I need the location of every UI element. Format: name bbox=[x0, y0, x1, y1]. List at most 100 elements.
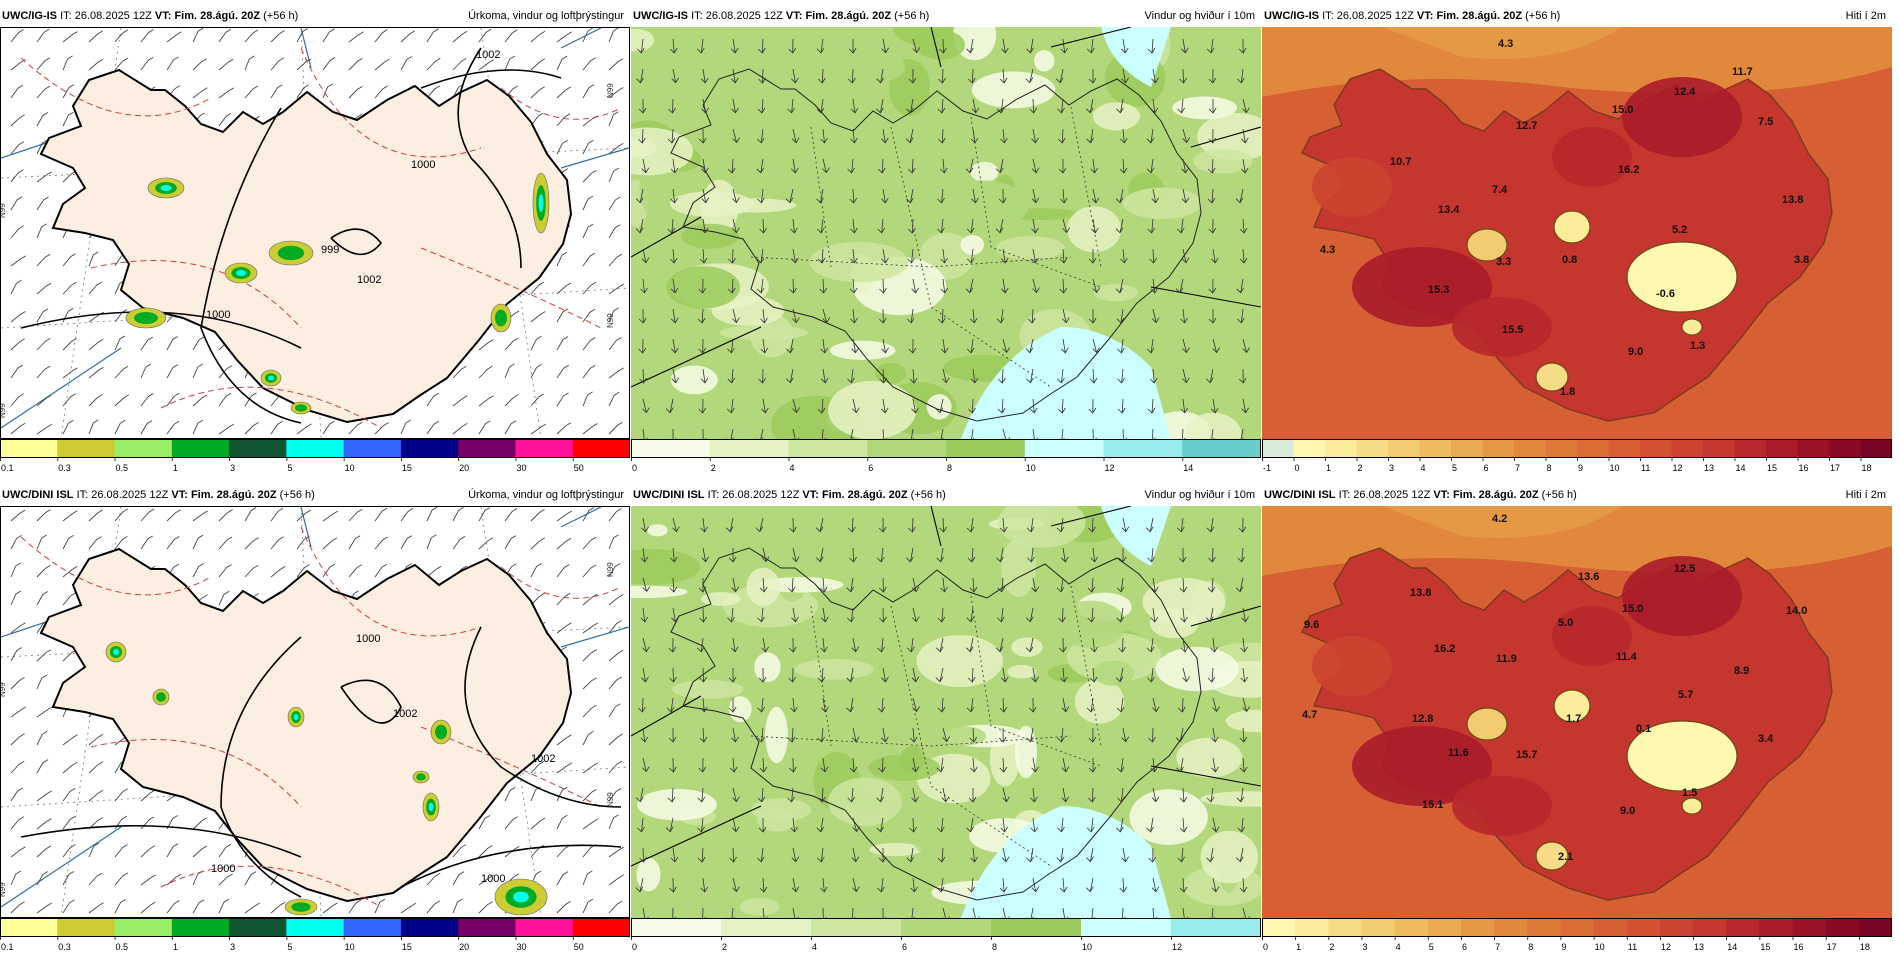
wind-barb bbox=[10, 422, 26, 435]
wind-barb bbox=[244, 29, 259, 43]
wind-speed-area bbox=[1055, 600, 1127, 649]
wind-barb bbox=[452, 365, 467, 379]
wind-arrow bbox=[757, 697, 765, 713]
wind-map[interactable] bbox=[631, 27, 1261, 439]
wind-speed-area bbox=[916, 635, 1003, 688]
wind-arrow bbox=[1208, 68, 1217, 84]
temperature-contour bbox=[500, 566, 622, 599]
wind-arrow bbox=[1119, 877, 1128, 893]
region-border bbox=[750, 256, 1072, 268]
wind-arrow bbox=[940, 248, 948, 264]
wind-arrow bbox=[967, 248, 975, 264]
colorbar-label: 3 bbox=[230, 942, 235, 952]
colorbar-swatch bbox=[1640, 439, 1672, 457]
wind-arrow bbox=[998, 188, 1007, 204]
wind-barb bbox=[140, 420, 153, 435]
wind-arrow bbox=[1146, 637, 1155, 653]
wind-barb bbox=[556, 762, 572, 774]
wind-arrow bbox=[879, 368, 887, 384]
wind-arrow bbox=[1212, 697, 1220, 713]
wind-arrow bbox=[757, 98, 766, 114]
wind-arrow bbox=[879, 428, 888, 439]
wind-barb bbox=[218, 590, 230, 606]
glacier bbox=[1466, 707, 1508, 741]
colorbar-swatch bbox=[1325, 439, 1357, 457]
wind-arrow bbox=[669, 248, 678, 264]
wind-speed-area bbox=[754, 652, 781, 682]
wind-arrow bbox=[939, 517, 947, 533]
wind-barb bbox=[582, 622, 599, 634]
wind-arrow bbox=[965, 158, 974, 174]
wind-arrow bbox=[822, 158, 830, 174]
wind-barb bbox=[88, 872, 103, 886]
field-name: Úrkoma, vindur og loftþrýstingur bbox=[468, 489, 624, 501]
wind-barb bbox=[62, 566, 78, 578]
wind-barb bbox=[608, 28, 619, 43]
wind-barb bbox=[608, 391, 620, 407]
wind-speed-area bbox=[960, 235, 985, 255]
wind-barb bbox=[192, 563, 204, 578]
precip-map[interactable]: 1002 1000 999 1000 1002 N99 N99 N99 N99 bbox=[0, 27, 630, 439]
wind-speed-area bbox=[828, 381, 917, 439]
wind-arrow bbox=[1001, 667, 1009, 683]
wind-arrow bbox=[938, 308, 946, 324]
wind-barb bbox=[582, 789, 597, 802]
wind-arrow bbox=[726, 428, 734, 439]
isobar-label: 1002 bbox=[531, 753, 555, 765]
wind-map[interactable] bbox=[631, 506, 1261, 918]
wind-arrow bbox=[906, 428, 915, 439]
colorbar-svg: 0.1 0.3 0.5 1 3 5 10 15 20 30 50 bbox=[0, 439, 630, 473]
wind-arrow bbox=[881, 38, 890, 54]
wind-arrow bbox=[1239, 727, 1248, 743]
wind-barb bbox=[530, 537, 546, 550]
colorbar-swatch bbox=[515, 918, 574, 936]
wind-arrow bbox=[935, 667, 944, 683]
wind-barb bbox=[582, 57, 596, 71]
colorbar-swatch bbox=[458, 439, 516, 457]
glacier bbox=[1626, 241, 1738, 313]
wind-arrow bbox=[699, 248, 708, 264]
wind-barb bbox=[426, 534, 437, 550]
wind-barb bbox=[374, 507, 388, 522]
wind-arrow bbox=[877, 697, 886, 713]
wind-barb bbox=[62, 535, 74, 550]
wind-arrow bbox=[1026, 38, 1034, 54]
wind-barb bbox=[452, 871, 465, 886]
wind-barb bbox=[36, 706, 53, 718]
colorbar-swatch bbox=[1427, 918, 1462, 936]
wind-arrow bbox=[1002, 428, 1011, 439]
precip-map[interactable]: 1002 1000 1002 1000 1000 N99 N99 N99 N99 bbox=[0, 506, 630, 918]
temperature-area bbox=[1552, 127, 1632, 187]
wind-arrow bbox=[908, 68, 917, 84]
temperature-area bbox=[1382, 506, 1622, 538]
wind-barb bbox=[114, 788, 128, 802]
wind-arrow bbox=[758, 368, 766, 384]
wind-barb bbox=[218, 509, 233, 522]
wind-arrow bbox=[847, 607, 855, 623]
wind-barb bbox=[426, 392, 440, 407]
wind-barb bbox=[62, 338, 77, 351]
wind-arrow bbox=[937, 847, 946, 863]
wind-barb bbox=[62, 84, 75, 99]
wind-arrow bbox=[1031, 128, 1039, 144]
wind-arrow bbox=[665, 817, 674, 833]
wind-barb bbox=[36, 394, 52, 407]
temperature-map[interactable]: 4.3 11.7 12.4 15.0 12.7 7.5 10.7 16.2 7.4 13.4 13.… bbox=[1262, 27, 1892, 439]
wind-arrow bbox=[791, 158, 799, 174]
wind-arrow bbox=[1179, 817, 1188, 833]
wind-barb bbox=[192, 510, 208, 522]
colorbar-swatch bbox=[1734, 439, 1767, 457]
wind-arrow bbox=[639, 368, 647, 384]
colorbar-swatch bbox=[572, 439, 630, 457]
wind-barb bbox=[244, 871, 257, 886]
temperature-value: 11.9 bbox=[1496, 653, 1517, 665]
wind-arrow bbox=[732, 128, 740, 144]
wind-speed-area bbox=[827, 777, 902, 827]
wind-barb bbox=[88, 251, 99, 267]
wind-arrow bbox=[641, 158, 650, 174]
wind-arrow bbox=[732, 218, 740, 234]
wind-arrow bbox=[790, 218, 798, 234]
wind-arrow bbox=[698, 907, 706, 918]
wind-speed-area bbox=[739, 897, 780, 916]
temperature-map[interactable]: 4.2 12.5 13.6 13.8 15.0 14.0 9.6 5.0 16.2 11.9 11.… bbox=[1262, 506, 1892, 918]
